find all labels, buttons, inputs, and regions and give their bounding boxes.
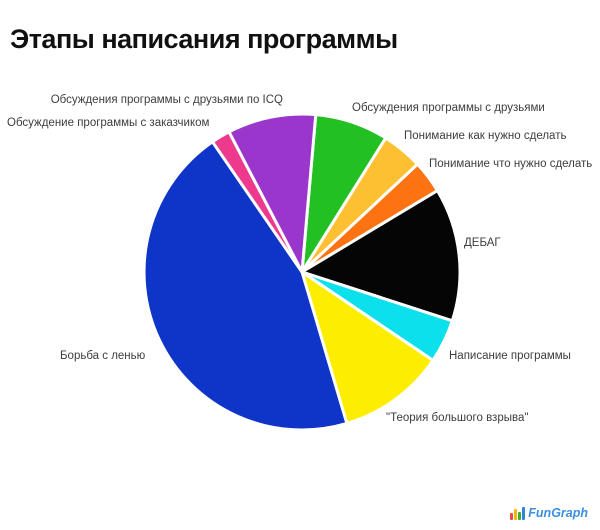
page-title: Этапы написания программы [10, 24, 398, 55]
pie-slice-8 [227, 112, 318, 274]
slice-label-debug: ДЕБАГ [464, 237, 501, 249]
slice-label-customer-discussion: Обсуждение программы с заказчиком [7, 117, 210, 129]
bar-chart-icon [510, 506, 526, 520]
pie-slice-5 [300, 270, 435, 425]
slice-label-writing-code: Написание программы [449, 350, 571, 362]
slice-label-friends-discussion: Обсуждения программы с друзьями [352, 102, 545, 114]
pie-slice-3 [300, 189, 462, 323]
slice-label-fighting-laziness: Борьба с ленью [60, 350, 146, 362]
slice-label-icq-discussion: Обсуждения программы с друзьями по ICQ [50, 94, 283, 106]
slice-label-understand-what: Понимание что нужно сделать [429, 158, 593, 170]
slice-label-big-bang-theory: "Теория большого взрыва" [386, 412, 529, 424]
pie-slice-6 [142, 140, 349, 432]
fungraph-watermark: FunGraph [510, 502, 588, 520]
slice-label-understand-how: Понимание как нужно сделать [404, 130, 567, 142]
watermark-label: FunGraph [528, 506, 588, 520]
pie-slices-group [142, 112, 462, 432]
